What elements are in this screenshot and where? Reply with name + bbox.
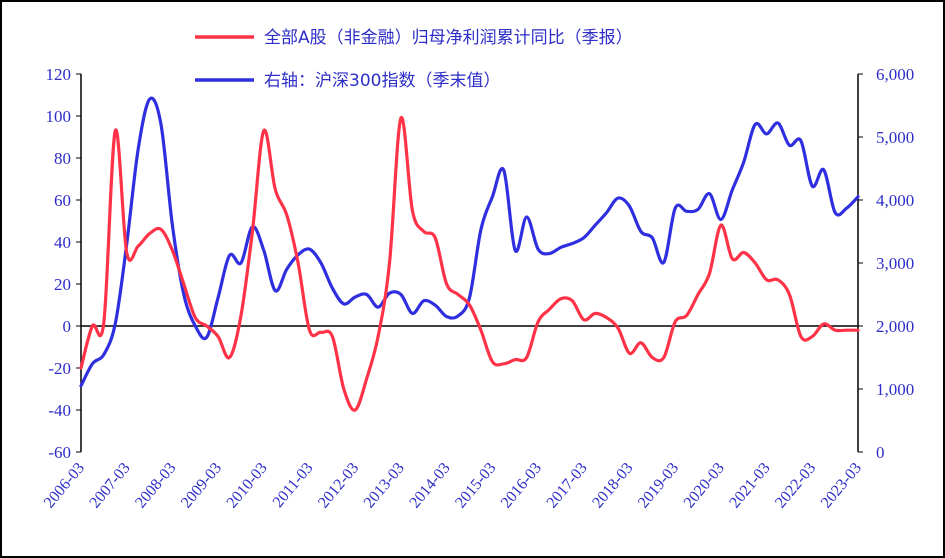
left-tick-label: 20 xyxy=(54,275,71,294)
left-tick-label: 0 xyxy=(63,317,72,336)
legend-entry-csi300-index: 右轴：沪深300指数（季末值） xyxy=(195,71,500,91)
x-tick-label: 2006-03 xyxy=(41,460,88,512)
legend-label: 全部A股（非金融）归母净利润累计同比（季报） xyxy=(264,28,633,48)
right-tick-label: 1,000 xyxy=(876,380,914,399)
right-tick-label: 3,000 xyxy=(876,254,914,273)
right-tick-label: 5,000 xyxy=(876,128,914,147)
x-tick-label: 2015-03 xyxy=(452,460,499,512)
x-tick-label: 2016-03 xyxy=(498,460,545,512)
series-line-csi300-index xyxy=(79,96,860,388)
x-tick-label: 2012-03 xyxy=(315,460,362,512)
left-tick-label: 60 xyxy=(54,191,71,210)
x-tick-label: 2020-03 xyxy=(681,460,728,512)
left-tick-label: 40 xyxy=(54,233,71,252)
legend: 全部A股（非金融）归母净利润累计同比（季报） 右轴：沪深300指数（季末值） xyxy=(195,28,633,91)
right-tick-label: 0 xyxy=(876,443,885,462)
left-tick-label: -60 xyxy=(48,443,71,462)
x-tick-label: 2007-03 xyxy=(86,460,133,512)
left-tick-label: 100 xyxy=(46,107,72,126)
x-tick-label: 2014-03 xyxy=(406,460,453,512)
left-tick-label: -40 xyxy=(48,401,71,420)
left-tick-label: -20 xyxy=(48,359,71,378)
legend-label: 右轴：沪深300指数（季末值） xyxy=(264,71,500,91)
x-tick-label: 2011-03 xyxy=(270,460,317,511)
x-tick-label: 2022-03 xyxy=(772,460,819,512)
x-tick-label: 2008-03 xyxy=(132,460,179,512)
right-tick-label: 4,000 xyxy=(876,191,914,210)
x-tick-label: 2019-03 xyxy=(635,460,682,512)
x-tick-label: 2009-03 xyxy=(178,460,225,512)
x-tick-label: 2023-03 xyxy=(818,460,865,512)
left-tick-label: 80 xyxy=(54,149,71,168)
series-line-net-profit-yoy xyxy=(79,116,860,412)
legend-entry-net-profit-yoy: 全部A股（非金融）归母净利润累计同比（季报） xyxy=(195,28,633,48)
right-tick-label: 6,000 xyxy=(876,65,914,84)
x-tick-label: 2017-03 xyxy=(544,460,591,512)
left-tick-label: 120 xyxy=(46,65,72,84)
x-tick-label: 2021-03 xyxy=(726,460,773,512)
x-tick-label: 2018-03 xyxy=(589,460,636,512)
series-lines xyxy=(79,96,860,412)
x-tick-label: 2010-03 xyxy=(224,460,271,512)
x-tick-label: 2013-03 xyxy=(361,460,408,512)
right-tick-label: 2,000 xyxy=(876,317,914,336)
